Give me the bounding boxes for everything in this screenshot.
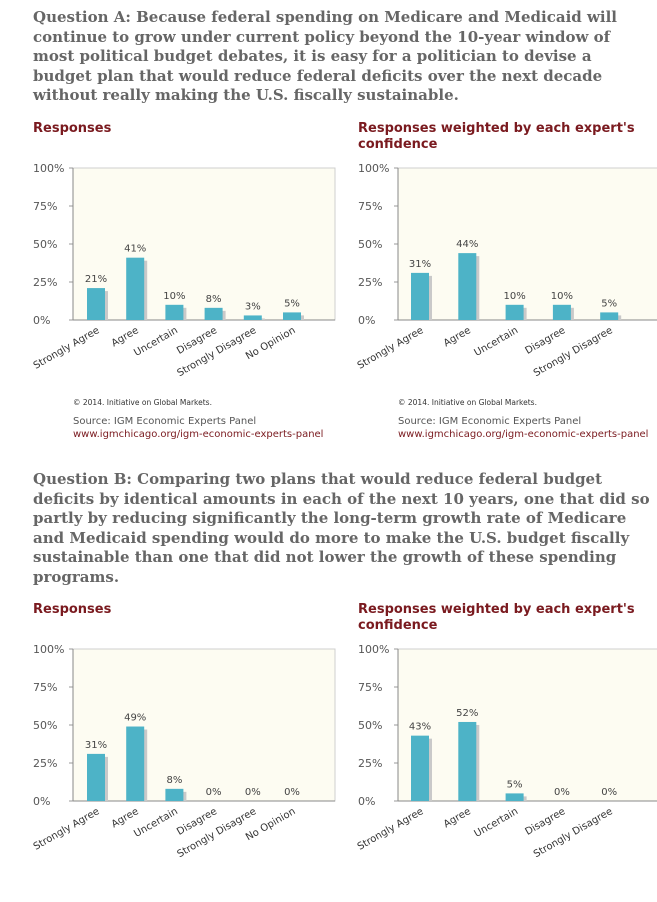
- x-tick-label: Agree: [442, 806, 473, 830]
- y-tick-label: 50%: [358, 719, 382, 732]
- bar: [458, 721, 477, 801]
- question-b-text: Question B: Comparing two plans that wou…: [33, 470, 650, 586]
- x-tick-label: Strongly Agree: [32, 806, 102, 853]
- bar: [165, 788, 184, 801]
- source-note: Source: IGM Economic Experts Panel www.i…: [398, 416, 657, 441]
- x-tick-label: Strongly Disagree: [532, 325, 615, 379]
- data-label: 10%: [503, 291, 525, 302]
- data-label: 0%: [245, 787, 261, 798]
- chart-a-responses: Responses 0% 25% 50% 75% 100% 21% Strongly Agr…: [32, 121, 336, 440]
- y-tick-label: 75%: [33, 681, 57, 694]
- chart-title: Responses: [33, 121, 112, 136]
- source-label: Source: IGM Economic Experts Panel: [73, 416, 257, 427]
- data-label: 3%: [245, 301, 261, 312]
- data-label: 41%: [124, 244, 146, 255]
- copyright-note: © 2014. Initiative on Global Markets.: [398, 398, 537, 407]
- y-tick-label: 25%: [358, 757, 382, 770]
- y-tick-label: 25%: [33, 757, 57, 770]
- bar: [505, 304, 524, 320]
- source-link[interactable]: www.igmchicago.org/igm-economic-experts-…: [73, 428, 324, 440]
- data-label: 21%: [85, 274, 107, 285]
- bar: [204, 307, 223, 320]
- bar-chart-svg: 0% 25% 50% 75% 100% 31% Strongly Agree 49% Agree…: [32, 643, 336, 860]
- x-tick-label: Agree: [442, 325, 473, 349]
- data-label: 0%: [206, 787, 222, 798]
- bar: [552, 304, 571, 320]
- bar: [87, 288, 105, 320]
- y-tick-label: 75%: [358, 200, 382, 213]
- plot-area: [397, 648, 657, 802]
- bar: [600, 312, 619, 320]
- y-tick-label: 50%: [33, 238, 57, 251]
- data-label: 31%: [409, 259, 431, 270]
- copyright-note: © 2014. Initiative on Global Markets.: [73, 398, 212, 407]
- x-tick-label: Uncertain: [473, 806, 521, 840]
- data-label: 0%: [601, 787, 617, 798]
- chart-b-responses: Responses 0% 25% 50% 75% 100% 31% Strongly Agr…: [32, 602, 336, 902]
- bar-chart-svg: 0% 25% 50% 75% 100% 43% Strongly Agree 52% Agree…: [356, 643, 657, 860]
- data-label: 10%: [551, 291, 573, 302]
- chart-title: Responses weighted by each expert's conf…: [358, 602, 635, 633]
- plot-area: [397, 167, 657, 321]
- plot-area: [72, 167, 336, 321]
- bar: [126, 257, 145, 320]
- data-label: 43%: [409, 722, 431, 733]
- y-tick-label: 0%: [33, 795, 50, 808]
- data-label: 5%: [601, 298, 617, 309]
- data-label: 0%: [284, 787, 300, 798]
- chart-b-weighted: Responses weighted by each expert's conf…: [356, 602, 657, 902]
- data-label: 49%: [124, 713, 146, 724]
- x-tick-label: Uncertain: [473, 325, 521, 359]
- bar: [505, 793, 524, 801]
- y-tick-label: 25%: [33, 276, 57, 289]
- y-tick-label: 50%: [358, 238, 382, 251]
- x-tick-label: Uncertain: [132, 325, 180, 359]
- y-tick-label: 50%: [33, 719, 57, 732]
- y-tick-label: 75%: [33, 200, 57, 213]
- y-tick-label: 100%: [33, 162, 64, 175]
- data-label: 31%: [85, 740, 107, 751]
- bar-chart-svg: 0% 25% 50% 75% 100% 21% Strongly Agree 41% Agree…: [32, 162, 336, 379]
- source-label: Source: IGM Economic Experts Panel: [398, 416, 582, 427]
- chart-title: Responses weighted by each expert's conf…: [358, 121, 635, 152]
- bar: [458, 253, 477, 320]
- bar: [283, 312, 301, 320]
- source-link[interactable]: www.igmchicago.org/igm-economic-experts-…: [398, 428, 649, 440]
- x-tick-label: Strongly Agree: [32, 325, 102, 372]
- y-tick-label: 100%: [358, 643, 389, 656]
- y-tick-label: 0%: [358, 795, 375, 808]
- bar: [411, 272, 429, 320]
- bar-chart-svg: 0% 25% 50% 75% 100% 31% Strongly Agree 44% Agree…: [356, 162, 657, 379]
- bar: [165, 304, 184, 320]
- y-tick-label: 25%: [358, 276, 382, 289]
- source-note: Source: IGM Economic Experts Panel www.i…: [73, 416, 333, 441]
- data-label: 10%: [163, 291, 185, 302]
- plot-area: [72, 648, 336, 802]
- data-label: 5%: [507, 779, 523, 790]
- chart-title: Responses: [33, 602, 112, 617]
- chart-a-weighted: Responses weighted by each expert's conf…: [356, 121, 657, 440]
- data-label: 52%: [456, 708, 478, 719]
- x-tick-label: Agree: [110, 325, 141, 349]
- data-label: 44%: [456, 239, 478, 250]
- y-tick-label: 0%: [358, 314, 375, 327]
- y-tick-label: 100%: [358, 162, 389, 175]
- y-tick-label: 100%: [33, 643, 64, 656]
- data-label: 8%: [206, 294, 222, 305]
- question-a-text: Question A: Because federal spending on …: [33, 8, 617, 104]
- data-label: 8%: [166, 775, 182, 786]
- bar: [126, 726, 145, 801]
- bar: [87, 753, 105, 801]
- bar: [411, 735, 429, 801]
- data-label: 5%: [284, 298, 300, 309]
- y-tick-label: 0%: [33, 314, 50, 327]
- x-tick-label: Uncertain: [132, 806, 180, 840]
- x-tick-label: Strongly Agree: [356, 806, 426, 853]
- data-label: 0%: [554, 787, 570, 798]
- x-tick-label: Agree: [110, 806, 141, 830]
- y-tick-label: 75%: [358, 681, 382, 694]
- x-tick-label: Strongly Agree: [356, 325, 426, 372]
- x-tick-label: Strongly Disagree: [532, 806, 615, 860]
- bar: [243, 315, 262, 320]
